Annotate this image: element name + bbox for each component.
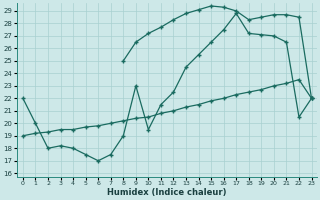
X-axis label: Humidex (Indice chaleur): Humidex (Indice chaleur) [107,188,226,197]
